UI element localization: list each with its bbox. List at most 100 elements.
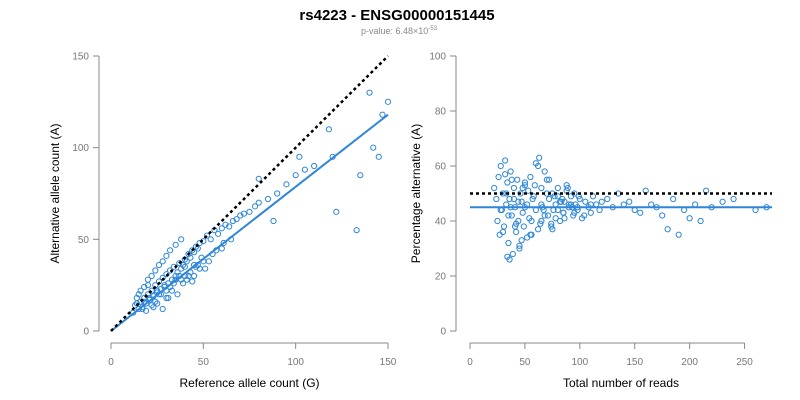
- data-point: [508, 176, 515, 183]
- y-tick-label: 100: [429, 52, 446, 63]
- data-point: [730, 195, 737, 203]
- data-point: [229, 217, 236, 225]
- data-point: [548, 220, 555, 227]
- data-point: [311, 162, 318, 170]
- data-point: [139, 304, 146, 311]
- data-point: [527, 173, 534, 181]
- data-point: [571, 209, 578, 216]
- data-point: [264, 195, 272, 203]
- pvalue-exponent: -53: [428, 26, 437, 32]
- data-point: [178, 236, 185, 243]
- data-point: [154, 287, 161, 294]
- scatter-panel-allele-counts: 0 50 100 150 0 50 100 150 Reference allele count…: [48, 52, 397, 391]
- data-point: [664, 226, 671, 233]
- data-point: [226, 223, 233, 230]
- x-tick-label: 50: [198, 357, 210, 368]
- data-point: [505, 212, 512, 219]
- data-point: [719, 198, 726, 205]
- data-point: [576, 195, 583, 203]
- data-point: [530, 193, 537, 200]
- x-tick-label: 0: [467, 357, 473, 368]
- data-point: [205, 258, 212, 265]
- data-point: [142, 307, 150, 314]
- data-point: [538, 184, 545, 192]
- data-point: [670, 195, 677, 203]
- data-point: [515, 198, 522, 205]
- data-point: [207, 236, 214, 243]
- data-point: [255, 199, 262, 206]
- data-point: [174, 269, 181, 276]
- data-point: [154, 300, 161, 307]
- reference-line: [110, 55, 389, 332]
- y-axis-title: Alternative allele count (A): [48, 123, 62, 263]
- data-point: [176, 260, 183, 267]
- data-point: [220, 239, 227, 247]
- data-point: [185, 250, 192, 258]
- data-point: [536, 154, 543, 161]
- y-tick-label: 40: [435, 217, 447, 228]
- pvalue-prefix: p-value: 6.48: [361, 26, 413, 36]
- data-point: [524, 234, 531, 241]
- data-point: [133, 300, 140, 307]
- data-point: [496, 231, 503, 238]
- data-point: [659, 212, 666, 219]
- data-point: [251, 203, 259, 210]
- data-point: [274, 190, 281, 197]
- data-point: [509, 250, 516, 258]
- data-point: [571, 190, 578, 197]
- y-tick-label: 60: [435, 162, 447, 173]
- data-point: [218, 245, 225, 252]
- data-point: [556, 198, 564, 205]
- data-point: [155, 261, 163, 269]
- data-point: [534, 226, 542, 233]
- data-point: [521, 179, 529, 186]
- data-point: [529, 195, 536, 203]
- data-point: [581, 212, 588, 219]
- data-point: [144, 291, 152, 298]
- x-tick-label: 0: [108, 357, 114, 368]
- data-point: [366, 89, 373, 96]
- data-point: [549, 226, 556, 233]
- data-point: [174, 291, 181, 298]
- data-point: [502, 157, 509, 164]
- data-point: [499, 228, 507, 236]
- data-point: [510, 195, 518, 203]
- regression-line: [110, 113, 389, 332]
- data-point: [189, 247, 196, 254]
- data-point: [181, 263, 188, 270]
- data-point: [379, 111, 386, 118]
- data-point: [179, 261, 187, 269]
- data-point: [520, 223, 527, 230]
- x-tick-label: 150: [380, 357, 397, 368]
- data-point: [187, 254, 194, 261]
- data-point: [172, 241, 179, 248]
- pvalue-times: ×10: [413, 26, 428, 36]
- data-point: [384, 98, 392, 105]
- data-point: [697, 217, 704, 225]
- data-point: [183, 258, 190, 265]
- data-point: [189, 278, 196, 285]
- data-point: [582, 198, 589, 205]
- data-point: [353, 227, 360, 234]
- data-point: [135, 291, 142, 298]
- x-tick-label: 50: [519, 357, 531, 368]
- data-point: [514, 176, 521, 183]
- x-tick-label: 100: [287, 357, 304, 368]
- data-point: [561, 215, 568, 222]
- data-point: [517, 190, 524, 197]
- data-point: [301, 166, 308, 173]
- data-point: [163, 252, 170, 259]
- data-point: [255, 175, 262, 182]
- data-point: [246, 208, 253, 215]
- data-point: [537, 220, 544, 227]
- data-point: [161, 282, 168, 289]
- data-point: [513, 228, 520, 236]
- data-point: [215, 230, 222, 237]
- data-point: [531, 182, 538, 189]
- y-axis-title: Percentage alternative (A): [409, 124, 423, 263]
- data-point: [494, 217, 501, 225]
- y-tick-label: 0: [83, 327, 89, 338]
- data-point: [202, 265, 209, 272]
- data-point: [179, 280, 187, 287]
- data-point: [148, 302, 155, 309]
